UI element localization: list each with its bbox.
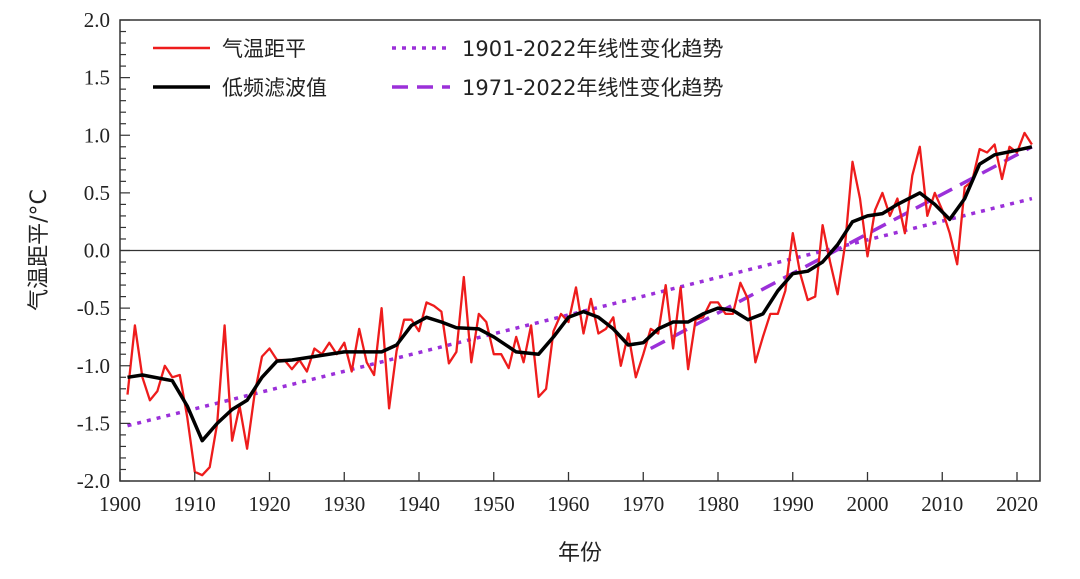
legend-label-filter: 低频滤波值 [222,76,327,100]
x-tick-label: 1910 [174,492,216,516]
y-tick-label: -0.5 [77,296,110,320]
legend-label-trend-1971: 1971-2022年线性变化趋势 [462,76,723,100]
y-tick-label: 1.0 [84,123,110,147]
x-tick-label: 1940 [398,492,440,516]
y-tick-label: -2.0 [77,469,110,493]
x-tick-label: 1900 [99,492,141,516]
x-tick-label: 2010 [921,492,963,516]
x-tick-label: 1990 [772,492,814,516]
x-axis-label: 年份 [558,541,602,566]
legend-label-trend-1901: 1901-2022年线性变化趋势 [462,37,723,61]
x-tick-label: 1970 [622,492,664,516]
y-tick-label: -1.5 [77,411,110,435]
y-tick-label: -1.0 [77,354,110,378]
x-tick-label: 1920 [249,492,291,516]
x-tick-label: 1980 [697,492,739,516]
y-tick-label: 1.5 [84,66,110,90]
anomaly-series-line [126,131,1033,477]
x-tick-label: 2020 [996,492,1038,516]
x-tick-label: 2000 [847,492,889,516]
y-tick-label: 0.0 [84,239,110,263]
y-tick-label: 0.5 [84,181,110,205]
legend-label-anomaly: 气温距平 [222,37,306,61]
x-tick-label: 1960 [548,492,590,516]
x-tick-label: 1930 [323,492,365,516]
x-tick-label: 1950 [473,492,515,516]
y-tick-label: 2.0 [84,8,110,32]
y-axis-label: 气温距平/°C [27,189,52,311]
trend-line-1971-2022 [649,145,1033,351]
filtered-series-line [127,145,1033,443]
legend: 气温距平 低频滤波值 1901-2022年线性变化趋势 1971-2022年线性… [153,37,723,100]
